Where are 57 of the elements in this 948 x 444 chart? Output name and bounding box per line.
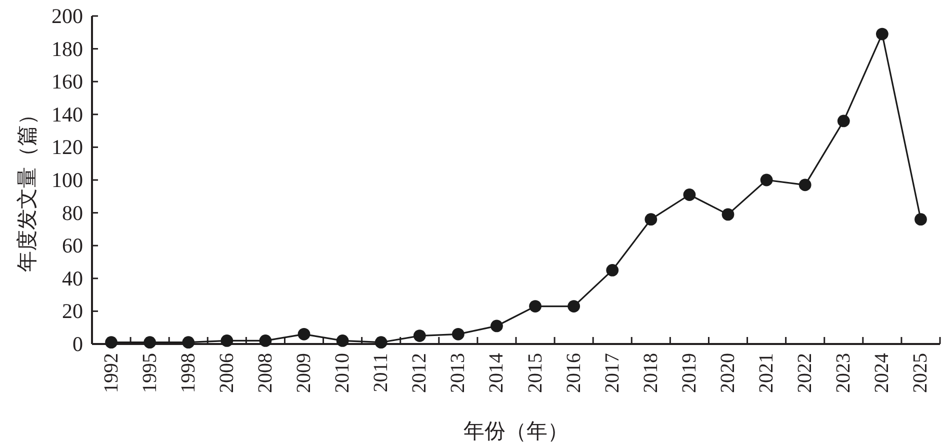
y-tick-label: 40	[62, 266, 83, 290]
x-tick-label: 1998	[177, 353, 200, 393]
point	[568, 300, 580, 312]
x-tick-label: 2018	[640, 353, 662, 393]
x-tick-label: 2021	[756, 353, 778, 393]
x-tick-label: 2012	[408, 353, 431, 393]
point	[144, 336, 156, 349]
point	[220, 334, 234, 347]
x-tick-label: 2013	[447, 353, 470, 393]
x-tick-label: 2025	[910, 353, 932, 393]
point	[452, 328, 464, 340]
x-tick-label: 2014	[486, 353, 508, 393]
point	[105, 336, 118, 349]
x-tick-label: 1992	[100, 353, 122, 393]
point	[644, 213, 658, 226]
point	[413, 330, 426, 342]
point	[798, 178, 812, 192]
point	[298, 328, 310, 340]
x-tick-label: 2016	[562, 353, 585, 393]
point	[529, 300, 542, 312]
y-tick-label: 20	[62, 299, 83, 324]
x-axis-title: 年份（年）	[464, 419, 568, 443]
x-tick-label: 2017	[601, 353, 624, 393]
point	[683, 188, 696, 201]
y-tick-label: 120	[52, 135, 83, 160]
x-tick-label: 2009	[293, 353, 315, 393]
x-tick-label: 2010	[332, 353, 354, 393]
point	[837, 114, 850, 128]
point	[336, 334, 349, 347]
x-tick-label: 2008	[254, 353, 276, 393]
y-tick-label: 100	[52, 168, 83, 192]
x-tick-label: 2019	[678, 353, 700, 393]
y-tick-label: 60	[62, 234, 83, 258]
x-tick-label: 2006	[216, 353, 238, 393]
y-tick-label: 180	[52, 36, 83, 61]
x-tick-label: 2023	[832, 353, 855, 393]
y-tick-label: 200	[52, 4, 83, 28]
y-tick-label: 160	[52, 70, 83, 94]
point	[606, 264, 619, 276]
point	[182, 336, 195, 349]
point	[876, 28, 888, 40]
x-tick-label: 2015	[524, 353, 546, 393]
point	[259, 334, 272, 347]
x-tick-label: 2022	[794, 353, 816, 393]
x-tick-label: 2011	[370, 353, 392, 392]
x-tick-label: 2024	[871, 353, 894, 393]
y-tick-label: 0	[72, 332, 83, 356]
point	[490, 320, 503, 332]
point	[914, 213, 927, 226]
point	[722, 208, 734, 221]
y-axis-title: 年度发文量（篇）	[15, 104, 39, 272]
y-tick-label: 80	[62, 200, 83, 225]
y-tick-label: 140	[52, 102, 83, 126]
point	[374, 336, 388, 349]
x-tick-label: 2020	[717, 353, 739, 393]
x-tick-label: 1995	[138, 353, 161, 393]
point	[760, 174, 773, 186]
